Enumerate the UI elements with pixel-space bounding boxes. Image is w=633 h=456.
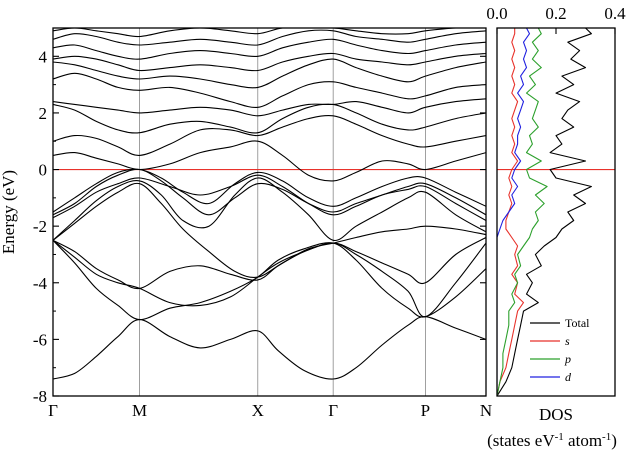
dos-curve-s [497, 28, 525, 396]
band-line-16 [53, 38, 486, 60]
band-line-8 [53, 174, 486, 221]
band-lines [53, 28, 486, 380]
dos-top-axis-ticks: 0.0 0.2 0.4 [486, 4, 626, 34]
legend-label-s: s [565, 334, 570, 348]
band-line-17 [53, 29, 486, 46]
energy-axis-ticks: -8 -6 -4 -2 0 2 4 [33, 47, 486, 406]
band-line-0 [53, 316, 486, 380]
band-line-5 [53, 177, 486, 241]
kpoint-label-2: X [252, 401, 264, 420]
dos-legend: Total spd [530, 316, 590, 384]
band-line-18 [53, 28, 486, 38]
energy-tick-label-6: 4 [39, 47, 48, 66]
kpoint-label-5: N [480, 401, 492, 420]
dos-axis-units: (states eV-1 atom-1) [487, 431, 617, 450]
band-line-10 [53, 114, 486, 156]
band-line-14 [53, 58, 486, 89]
dos-curve-p [497, 28, 548, 396]
band-structure-frame [52, 27, 487, 397]
band-line-15 [53, 52, 486, 72]
dos-tick-label-1: 0.2 [545, 4, 566, 23]
dos-axis-label: DOS [539, 405, 573, 424]
band-line-13 [53, 72, 486, 108]
energy-axis-label: Energy (eV) [0, 170, 18, 254]
kpoint-label-1: M [132, 401, 147, 420]
dos-curve-Total [497, 28, 592, 396]
dos-panel: 0.0 0.2 0.4 Total spd DOS (states eV-1 atom… [486, 4, 626, 450]
energy-tick-label-1: -6 [33, 330, 47, 349]
legend-label-d: d [565, 370, 572, 384]
band-line-3 [53, 237, 486, 290]
band-line-4 [53, 182, 486, 278]
band-line-7 [53, 168, 486, 213]
band-line-11 [53, 103, 486, 134]
dos-curves [497, 28, 592, 396]
band-structure-panel: -8 -6 -4 -2 0 2 4 Γ M X Γ P N Energy (eV) [0, 27, 492, 420]
legend-label-Total: Total [565, 316, 590, 330]
band-line-6 [53, 168, 486, 216]
energy-tick-label-3: -2 [33, 217, 47, 236]
kpoint-label-0: Γ [48, 401, 58, 420]
dos-tick-label-2: 0.4 [604, 4, 626, 23]
energy-tick-label-5: 2 [39, 104, 48, 123]
dos-tick-label-0: 0.0 [486, 4, 507, 23]
dos-curve-d [497, 28, 531, 396]
band-line-12 [53, 98, 486, 117]
kpoint-label-3: Γ [328, 401, 338, 420]
band-line-2 [53, 239, 486, 318]
energy-tick-label-2: -4 [33, 274, 48, 293]
kpoint-label-4: P [421, 401, 430, 420]
energy-tick-label-4: 0 [39, 161, 48, 180]
legend-label-p: p [564, 352, 571, 366]
band-line-1 [53, 239, 486, 321]
band-line-9 [53, 140, 486, 182]
energy-tick-label-0: -8 [33, 387, 47, 406]
